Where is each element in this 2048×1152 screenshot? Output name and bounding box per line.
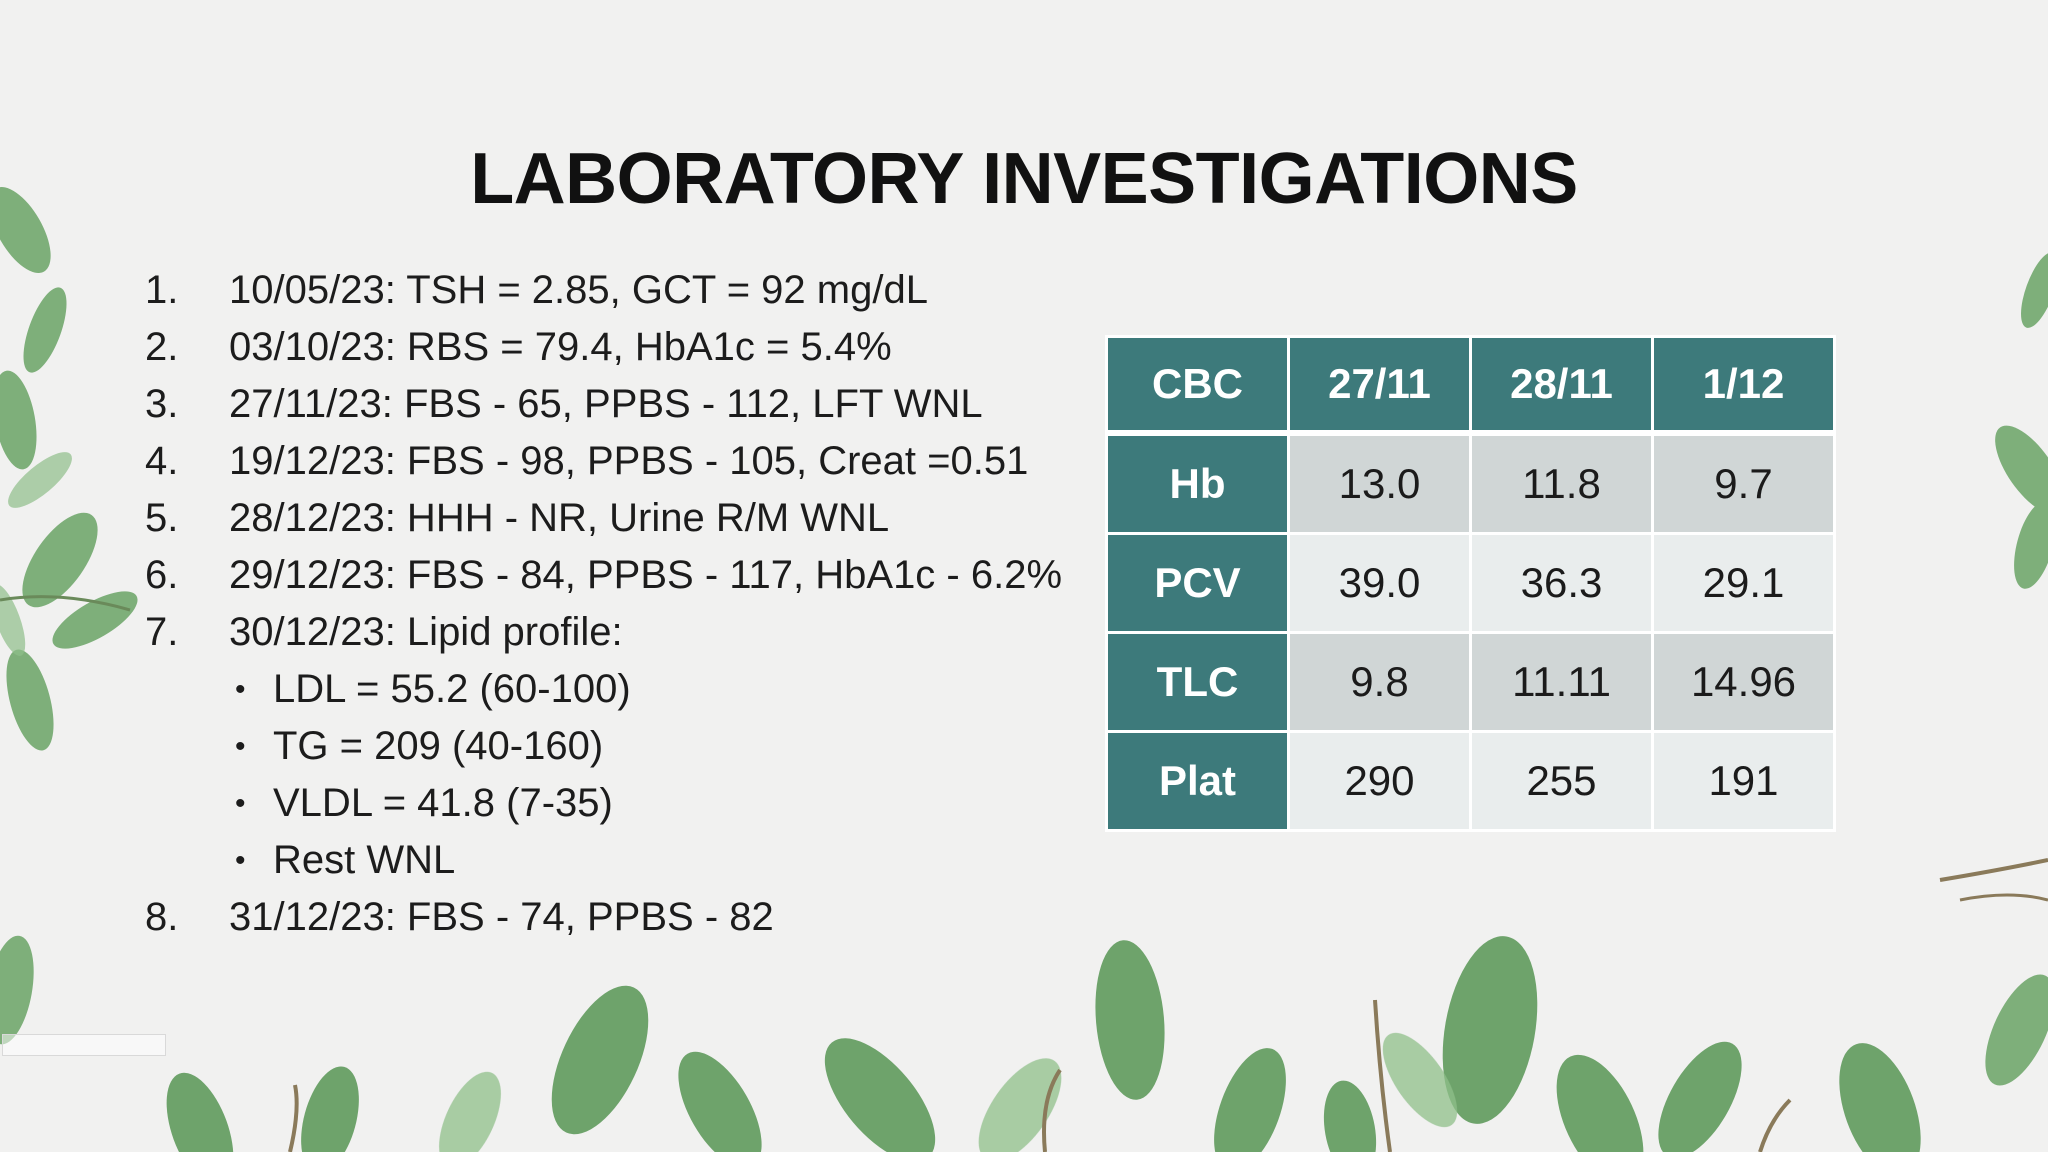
item-text: 30/12/23: Lipid profile:	[229, 610, 623, 654]
table-cell: 255	[1469, 730, 1654, 832]
table-cell: 14.96	[1651, 631, 1836, 733]
sub-list-item: • Rest WNL	[145, 832, 1062, 889]
table-row: Hb 13.0 11.8 9.7	[1105, 431, 1836, 535]
item-number: 3.	[145, 382, 179, 426]
table-cell: 39.0	[1287, 532, 1472, 634]
row-label: PCV	[1105, 532, 1290, 634]
item-number: 1.	[145, 268, 179, 312]
table-header-row: CBC 27/11 28/11 1/12	[1105, 335, 1836, 436]
lipid-subitems: • LDL = 55.2 (60-100) • TG = 209 (40-160) …	[145, 661, 1062, 889]
item-text: 10/05/23: TSH = 2.85, GCT = 92 mg/dL	[229, 268, 928, 312]
table-row: TLC 9.8 11.11 14.96	[1105, 631, 1836, 733]
row-label: Hb	[1105, 431, 1290, 535]
list-item: 1. 10/05/23: TSH = 2.85, GCT = 92 mg/dL	[145, 262, 1062, 319]
table-header-cell: CBC	[1105, 335, 1290, 436]
page-title: LABORATORY INVESTIGATIONS	[470, 139, 1578, 219]
item-number: 7.	[145, 610, 179, 654]
sub-item-text: LDL = 55.2 (60-100)	[273, 667, 631, 711]
item-text: 19/12/23: FBS - 98, PPBS - 105, Creat =0…	[229, 439, 1029, 483]
list-item: 7. 30/12/23: Lipid profile:	[145, 604, 1062, 661]
bullet-icon: •	[235, 673, 246, 706]
cbc-table: CBC 27/11 28/11 1/12 Hb 13.0 11.8 9.7 PC…	[1105, 335, 1836, 832]
item-number: 8.	[145, 895, 179, 939]
sub-list-item: • TG = 209 (40-160)	[145, 718, 1062, 775]
lab-results-list: 1. 10/05/23: TSH = 2.85, GCT = 92 mg/dL 2…	[145, 262, 1062, 946]
sub-item-text: TG = 209 (40-160)	[273, 724, 604, 768]
watermark-box	[2, 1034, 166, 1056]
bullet-icon: •	[235, 730, 246, 763]
list-item: 2. 03/10/23: RBS = 79.4, HbA1c = 5.4%	[145, 319, 1062, 376]
item-number: 4.	[145, 439, 179, 483]
row-label: TLC	[1105, 631, 1290, 733]
list-item: 6. 29/12/23: FBS - 84, PPBS - 117, HbA1c …	[145, 547, 1062, 604]
sub-item-text: Rest WNL	[273, 838, 456, 882]
bullet-icon: •	[235, 844, 246, 877]
table-cell: 11.11	[1469, 631, 1654, 733]
item-text: 31/12/23: FBS - 74, PPBS - 82	[229, 895, 774, 939]
table-row: PCV 39.0 36.3 29.1	[1105, 532, 1836, 634]
table-header-cell: 1/12	[1651, 335, 1836, 436]
table-cell: 191	[1651, 730, 1836, 832]
item-text: 28/12/23: HHH - NR, Urine R/M WNL	[229, 496, 890, 540]
bullet-icon: •	[235, 787, 246, 820]
list-item: 5. 28/12/23: HHH - NR, Urine R/M WNL	[145, 490, 1062, 547]
row-label: Plat	[1105, 730, 1290, 832]
list-item: 3. 27/11/23: FBS - 65, PPBS - 112, LFT WN…	[145, 376, 1062, 433]
table-cell: 9.7	[1651, 431, 1836, 535]
list-item: 4. 19/12/23: FBS - 98, PPBS - 105, Creat …	[145, 433, 1062, 490]
sub-list-item: • LDL = 55.2 (60-100)	[145, 661, 1062, 718]
table-cell: 29.1	[1651, 532, 1836, 634]
table-row: Plat 290 255 191	[1105, 730, 1836, 832]
table-cell: 290	[1287, 730, 1472, 832]
item-text: 29/12/23: FBS - 84, PPBS - 117, HbA1c - …	[229, 553, 1063, 597]
sub-item-text: VLDL = 41.8 (7-35)	[273, 781, 613, 825]
table-cell: 36.3	[1469, 532, 1654, 634]
table-cell: 11.8	[1469, 431, 1654, 535]
item-text: 03/10/23: RBS = 79.4, HbA1c = 5.4%	[229, 325, 892, 369]
item-number: 2.	[145, 325, 179, 369]
table-header-cell: 28/11	[1469, 335, 1654, 436]
table-cell: 9.8	[1287, 631, 1472, 733]
table-cell: 13.0	[1287, 431, 1472, 535]
item-number: 6.	[145, 553, 179, 597]
item-text: 27/11/23: FBS - 65, PPBS - 112, LFT WNL	[229, 382, 983, 426]
sub-list-item: • VLDL = 41.8 (7-35)	[145, 775, 1062, 832]
item-number: 5.	[145, 496, 179, 540]
table-header-cell: 27/11	[1287, 335, 1472, 436]
list-item: 8. 31/12/23: FBS - 74, PPBS - 82	[145, 889, 1062, 946]
